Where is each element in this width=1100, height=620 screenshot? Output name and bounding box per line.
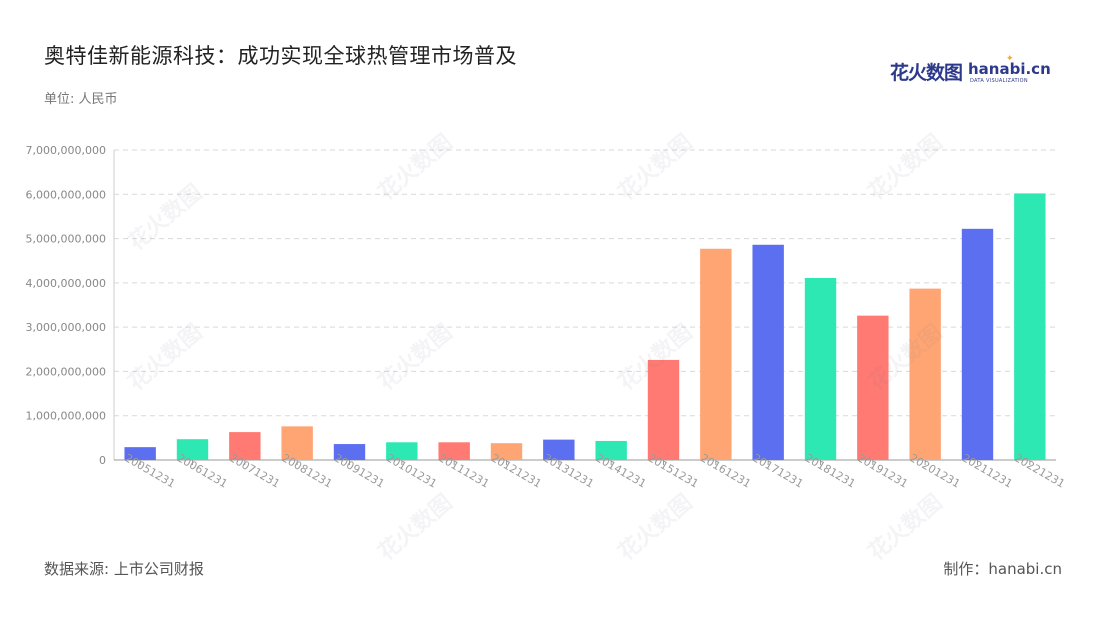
y-tick-label: 2,000,000,000 [26, 365, 106, 378]
bar [595, 440, 627, 460]
y-tick-label: 1,000,000,000 [26, 410, 106, 423]
y-tick-label: 0 [99, 454, 106, 467]
bar [752, 244, 784, 460]
data-source: 数据来源: 上市公司财报 [44, 560, 204, 578]
credit: 制作：hanabi.cn [943, 560, 1062, 578]
spark-icon: ✦ [1006, 54, 1014, 64]
logo-en-text: hanabi.cn [968, 60, 1051, 78]
bar [386, 442, 418, 460]
bar [543, 439, 575, 460]
bar [333, 444, 366, 460]
bar [490, 443, 523, 460]
logo-cn-text: 花火数图 [890, 62, 963, 84]
bar [700, 248, 732, 460]
y-tick-label: 4,000,000,000 [26, 277, 106, 290]
bar [229, 432, 261, 460]
bar [857, 315, 889, 460]
bar [176, 439, 209, 460]
hanabi-logo: 花火数图 hanabi.cn ✦ DATA VISUALIZATION [890, 54, 1051, 90]
y-tick-label: 7,000,000,000 [26, 144, 106, 157]
bar [804, 277, 837, 460]
bar [438, 442, 470, 460]
bar [909, 288, 941, 460]
logo-sub-text: DATA VISUALIZATION [970, 78, 1028, 84]
chart-title: 奥特佳新能源科技：成功实现全球热管理市场普及 [44, 44, 517, 68]
y-tick-label: 6,000,000,000 [26, 188, 106, 201]
bar [1014, 193, 1046, 460]
bar [647, 359, 680, 460]
bar [281, 426, 313, 460]
unit-label: 单位: 人民币 [44, 92, 118, 107]
bar [124, 447, 156, 460]
bar [961, 228, 994, 460]
y-tick-label: 3,000,000,000 [26, 321, 106, 334]
y-tick-label: 5,000,000,000 [26, 233, 106, 246]
